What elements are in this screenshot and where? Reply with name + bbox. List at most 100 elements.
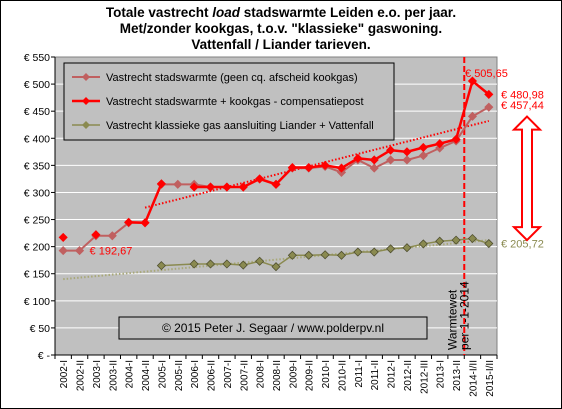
- x-tick-label: 2015-I/II: [485, 360, 496, 397]
- annotation-right-2: € 457,44: [501, 100, 544, 112]
- chart-title-line-1: Totale vastrecht load stadswarmte Leiden…: [106, 5, 456, 20]
- series-1-point: [369, 163, 379, 173]
- x-tick-label: 2006-I: [190, 360, 201, 388]
- x-tick-label: 2005-I: [157, 360, 168, 388]
- series-2-point: [271, 179, 281, 189]
- series-2-point: [353, 153, 363, 163]
- series-2-point: [189, 182, 199, 192]
- series-3-point: [287, 250, 297, 260]
- series-3-point: [336, 250, 347, 260]
- y-tick-label: € 200: [24, 242, 50, 254]
- x-tick-label: 2010-II: [337, 360, 348, 391]
- legend-entry: Vastrecht stadswarmte (geen cq. afscheid…: [106, 72, 358, 84]
- series-2-point: [418, 142, 428, 153]
- annotation-peak: € 505,65: [465, 68, 508, 80]
- x-tick-label: 2007-I: [223, 360, 234, 388]
- series-2-point: [467, 76, 478, 86]
- series-3-point: [156, 261, 166, 271]
- series-3-point: [222, 259, 232, 269]
- series-1-point: [467, 111, 478, 121]
- chart-title-line-2: Met/zonder kookgas, t.o.v. "klassieke" g…: [120, 21, 442, 36]
- series-1-point: [74, 246, 85, 256]
- series-1-point: [386, 155, 396, 165]
- series-3-point: [238, 260, 248, 270]
- x-tick-label: 2002-II: [76, 360, 87, 391]
- series-1-point: [418, 151, 428, 161]
- y-tick-label: € 500: [24, 79, 50, 91]
- x-tick-label: 2004-I: [125, 360, 136, 388]
- series-2-point: [320, 160, 330, 170]
- series-2-point: [304, 162, 314, 173]
- x-tick-label: 2005-II: [174, 360, 185, 391]
- series-2-point: [386, 145, 396, 155]
- series-3-point: [353, 247, 363, 257]
- series-1-point: [173, 179, 183, 189]
- series-1-point: [402, 155, 412, 165]
- series-2-point: [369, 155, 379, 165]
- warmtewet-label-1: Warmtewet: [445, 289, 459, 350]
- series-2-point: [91, 230, 101, 240]
- series-3-point: [189, 259, 199, 269]
- legend-swatch-marker: [82, 97, 90, 105]
- x-tick-label: 2013-II: [452, 360, 463, 391]
- series-2-point: [124, 217, 134, 227]
- series-1-point: [58, 246, 68, 256]
- y-tick-label: € -: [38, 350, 51, 362]
- legend-entry: Vastrecht klassieke gas aansluiting Lian…: [106, 120, 374, 132]
- series-2-point: [435, 139, 445, 149]
- series-3-point: [451, 235, 461, 245]
- chart-title-line-3: Vattenfall / Liander tarieven.: [191, 37, 370, 52]
- x-tick-label: 2009-II: [305, 360, 316, 391]
- y-tick-label: € 50: [30, 323, 51, 335]
- series-2-point: [336, 163, 347, 173]
- series-3-point: [484, 238, 494, 249]
- x-tick-label: 2009-I: [288, 360, 299, 388]
- series-3-point: [435, 236, 445, 246]
- series-3-point: [418, 239, 428, 249]
- x-tick-label: 2008-II: [272, 360, 283, 391]
- trendline: [63, 239, 489, 281]
- series-2-point: [156, 179, 166, 189]
- legend: [63, 62, 395, 141]
- y-tick-label: € 100: [24, 296, 50, 308]
- y-tick-label: € 550: [24, 52, 50, 64]
- x-tick-label: 2013-I: [436, 360, 447, 388]
- series-3-point: [271, 262, 281, 272]
- x-tick-label: 2007-II: [239, 360, 250, 391]
- series-2-point: [287, 162, 297, 173]
- copyright-box: [118, 316, 428, 340]
- legend-swatch-marker: [82, 73, 90, 81]
- series-3-point: [255, 256, 265, 266]
- x-tick-label: 2004-II: [141, 360, 152, 391]
- annotation-right-1: € 480,98: [501, 89, 544, 101]
- annotation-gas: € 205,72: [501, 239, 544, 251]
- series-3-point: [205, 259, 216, 269]
- series-2-point: [402, 147, 412, 157]
- series-2-point: [451, 134, 461, 144]
- x-tick-label: 2008-I: [256, 360, 267, 388]
- series-2-point: [255, 174, 265, 184]
- y-tick-label: € 450: [24, 106, 50, 118]
- x-tick-label: 2002-I: [59, 360, 70, 388]
- series-3-point: [402, 243, 412, 253]
- warmtewet-label-2: per 1-1-2014: [457, 281, 471, 350]
- annotation-low: € 192,67: [90, 246, 133, 258]
- legend-swatch-marker: [82, 121, 90, 129]
- x-tick-label: 2012-I: [387, 360, 398, 388]
- y-tick-label: € 350: [24, 160, 50, 172]
- series-2-point: [140, 218, 150, 228]
- x-tick-label: 2010-I: [321, 360, 332, 388]
- y-tick-label: € 400: [24, 133, 50, 145]
- series-2-point: [222, 182, 232, 192]
- legend-entry: Vastrecht stadswarmte + kookgas - compen…: [106, 96, 364, 108]
- series-2-point: [238, 182, 248, 192]
- x-tick-label: 2003-I: [92, 360, 103, 388]
- x-tick-label: 2014-I/II: [468, 360, 479, 397]
- series-3-point: [467, 233, 478, 244]
- y-tick-label: € 150: [24, 269, 50, 281]
- series-2-point: [58, 232, 68, 242]
- x-tick-label: 2011-I: [354, 360, 365, 388]
- x-tick-label: 2003-II: [108, 360, 119, 391]
- series-2-point: [484, 89, 494, 99]
